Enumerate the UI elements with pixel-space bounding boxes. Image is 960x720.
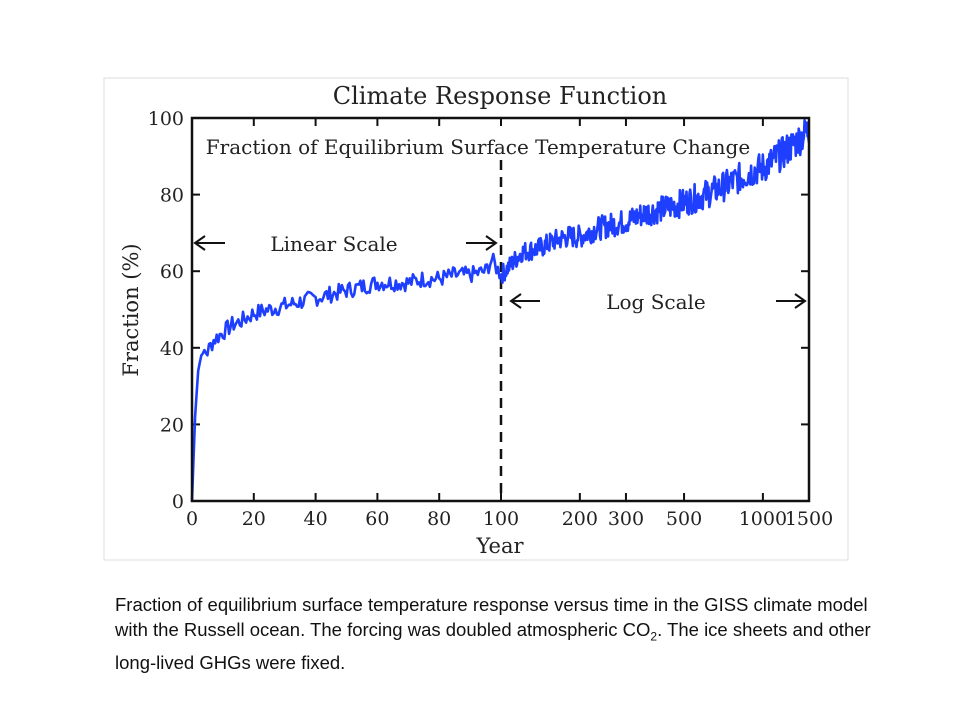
x-axis-label: Year [475,534,524,558]
linear-scale-label: Linear Scale [270,232,397,256]
log-scale-annotation [509,293,807,309]
x-tick-label: 500 [666,508,702,530]
log-scale-label: Log Scale [606,290,706,314]
x-tick-label: 200 [562,508,598,530]
y-tick-label: 80 [160,185,184,207]
series-line [190,118,811,502]
y-tick-label: 0 [172,491,184,513]
x-tick-label: 300 [608,508,644,530]
x-tick-label: 80 [427,508,451,530]
figure-caption: Fraction of equilibrium surface temperat… [115,592,875,675]
y-tick-label: 40 [160,338,184,360]
plot-frame [190,116,811,503]
x-tick-label: 0 [186,508,198,530]
x-tick-label: 20 [242,508,266,530]
y-tick-label: 100 [148,108,184,130]
x-tick-label: 40 [304,508,328,530]
x-tick-label: 1000 [739,508,787,530]
x-tick-label: 1500 [785,508,833,530]
chart-title: Climate Response Function [333,82,668,110]
y-tick-label: 60 [160,261,184,283]
y-tick-label: 20 [160,414,184,436]
caption-text-end: . The ice sheets and other long-lived GH… [115,619,871,673]
caption-text: Fraction of equilibrium surface temperat… [115,594,868,640]
x-tick-label: 60 [365,508,389,530]
caption-subscript: 2 [650,629,658,644]
climate-response-chart: Climate Response Function Fraction of Eq… [103,77,849,561]
chart-subtitle: Fraction of Equilibrium Surface Temperat… [206,135,750,159]
figure-panel [103,77,849,561]
linear-scale-annotation [193,235,498,251]
y-axis-label: Fraction (%) [119,243,143,376]
x-tick-label: 100 [483,508,519,530]
